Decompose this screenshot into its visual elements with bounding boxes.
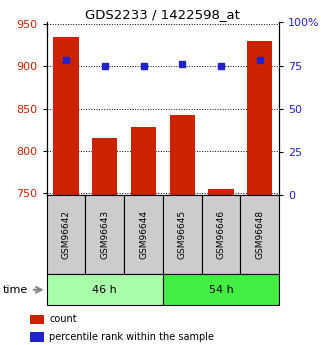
- Bar: [163, 195, 202, 274]
- Bar: [202, 195, 240, 274]
- Bar: [124, 195, 163, 274]
- Bar: [47, 195, 85, 274]
- Text: time: time: [3, 285, 29, 295]
- Bar: [92, 138, 117, 195]
- Bar: [47, 274, 163, 305]
- Text: 46 h: 46 h: [92, 285, 117, 295]
- Bar: [30, 332, 44, 342]
- Text: GSM96646: GSM96646: [217, 210, 226, 259]
- Text: GSM96643: GSM96643: [100, 210, 109, 259]
- Bar: [53, 37, 79, 195]
- Bar: [131, 127, 156, 195]
- Text: count: count: [49, 315, 77, 324]
- Text: 54 h: 54 h: [209, 285, 233, 295]
- Bar: [85, 195, 124, 274]
- Text: percentile rank within the sample: percentile rank within the sample: [49, 332, 214, 342]
- Bar: [163, 274, 279, 305]
- Bar: [170, 115, 195, 195]
- Bar: [240, 195, 279, 274]
- Text: GSM96642: GSM96642: [61, 210, 70, 259]
- Bar: [30, 315, 44, 324]
- Text: GSM96644: GSM96644: [139, 210, 148, 259]
- Bar: [247, 41, 273, 195]
- Text: GSM96645: GSM96645: [178, 210, 187, 259]
- Bar: [208, 189, 234, 195]
- Title: GDS2233 / 1422598_at: GDS2233 / 1422598_at: [85, 8, 240, 21]
- Text: GSM96648: GSM96648: [256, 210, 265, 259]
